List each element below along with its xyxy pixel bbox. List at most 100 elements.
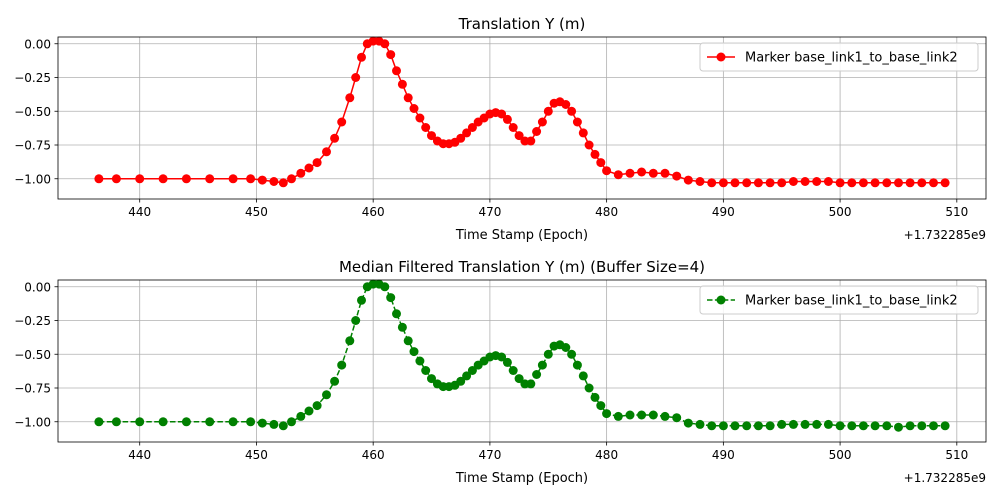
- data-point: [730, 421, 740, 431]
- data-point: [648, 410, 658, 420]
- data-point: [421, 366, 431, 375]
- data-point: [386, 293, 396, 303]
- data-point: [287, 417, 296, 427]
- data-point: [514, 131, 524, 141]
- data-point: [456, 133, 466, 143]
- data-point: [287, 174, 296, 184]
- data-point: [386, 50, 396, 60]
- data-point: [351, 73, 361, 82]
- data-point: [94, 417, 104, 427]
- data-point: [812, 177, 822, 186]
- data-point: [812, 419, 822, 429]
- legend-label: Marker base_link1_to_base_link2: [745, 51, 958, 66]
- data-point: [882, 178, 892, 188]
- x-axis-label: Time Stamp (Epoch): [455, 471, 588, 486]
- data-point: [683, 175, 693, 185]
- data-point: [269, 419, 279, 429]
- data-point: [526, 379, 536, 389]
- data-point: [660, 411, 670, 421]
- axes-frame: [57, 279, 987, 443]
- data-point: [415, 356, 425, 366]
- legend-box: [699, 42, 979, 72]
- y-tick-label: −0.50: [14, 105, 51, 119]
- data-point: [870, 178, 880, 188]
- legend-swatch-marker: [716, 295, 726, 305]
- x-tick-label: 440: [128, 205, 151, 219]
- x-tick-label: 470: [478, 205, 501, 219]
- data-point: [351, 316, 361, 325]
- data-point: [572, 360, 582, 370]
- legend-swatch-marker: [716, 52, 726, 62]
- series-1: [94, 279, 950, 432]
- data-point: [514, 374, 524, 384]
- data-point: [777, 419, 787, 429]
- data-point: [858, 178, 868, 188]
- data-point: [508, 366, 518, 375]
- data-point: [905, 178, 915, 188]
- data-point: [561, 343, 571, 352]
- data-point: [181, 417, 191, 427]
- data-point: [940, 178, 950, 188]
- data-point: [788, 177, 798, 186]
- data-point: [257, 175, 267, 185]
- data-point: [158, 417, 168, 427]
- data-point: [403, 93, 413, 103]
- chart-title: Translation Y (m): [458, 15, 586, 33]
- data-point: [602, 409, 612, 419]
- data-point: [158, 174, 168, 184]
- data-point: [135, 417, 145, 427]
- data-point: [660, 168, 670, 178]
- data-point: [572, 117, 582, 127]
- data-point: [508, 123, 518, 132]
- data-point: [765, 178, 775, 188]
- data-point: [753, 178, 763, 188]
- data-point: [637, 167, 647, 177]
- data-point: [800, 419, 810, 429]
- legend-box: [699, 285, 979, 315]
- data-point: [462, 371, 472, 381]
- x-offset-label: +1.732285e9: [904, 228, 986, 242]
- data-point: [502, 114, 512, 124]
- data-point: [269, 177, 279, 186]
- data-point: [312, 158, 322, 168]
- data-point: [929, 178, 938, 188]
- data-point: [672, 171, 682, 181]
- data-point: [882, 421, 892, 431]
- x-axis-label: Time Stamp (Epoch): [455, 228, 588, 243]
- data-point: [578, 128, 588, 138]
- data-point: [278, 178, 288, 188]
- data-point: [532, 127, 542, 136]
- data-point: [584, 140, 594, 150]
- data-point: [695, 177, 705, 186]
- data-point: [357, 52, 366, 62]
- data-point: [397, 322, 407, 332]
- data-point: [742, 178, 752, 188]
- data-point: [409, 347, 419, 357]
- x-tick-label: 510: [945, 205, 968, 219]
- data-point: [613, 411, 623, 421]
- data-point: [543, 106, 553, 116]
- data-point: [257, 418, 267, 428]
- data-point: [718, 421, 728, 431]
- data-point: [427, 131, 436, 141]
- data-point: [578, 371, 588, 381]
- data-point: [312, 401, 322, 411]
- legend: Marker base_link1_to_base_link2: [699, 42, 979, 72]
- data-point: [330, 133, 340, 143]
- data-point: [421, 123, 431, 132]
- data-point: [940, 421, 950, 431]
- data-point: [707, 421, 717, 431]
- data-point: [397, 79, 407, 89]
- data-point: [337, 360, 347, 370]
- data-point: [800, 177, 810, 186]
- x-tick-label: 460: [362, 205, 385, 219]
- data-point: [905, 421, 915, 431]
- y-tick-label: −0.50: [14, 348, 51, 362]
- y-tick-label: −1.00: [14, 415, 51, 429]
- series-1: [94, 36, 950, 188]
- data-point: [543, 349, 553, 359]
- data-point: [205, 174, 215, 184]
- data-point: [296, 411, 306, 421]
- data-point: [894, 422, 903, 432]
